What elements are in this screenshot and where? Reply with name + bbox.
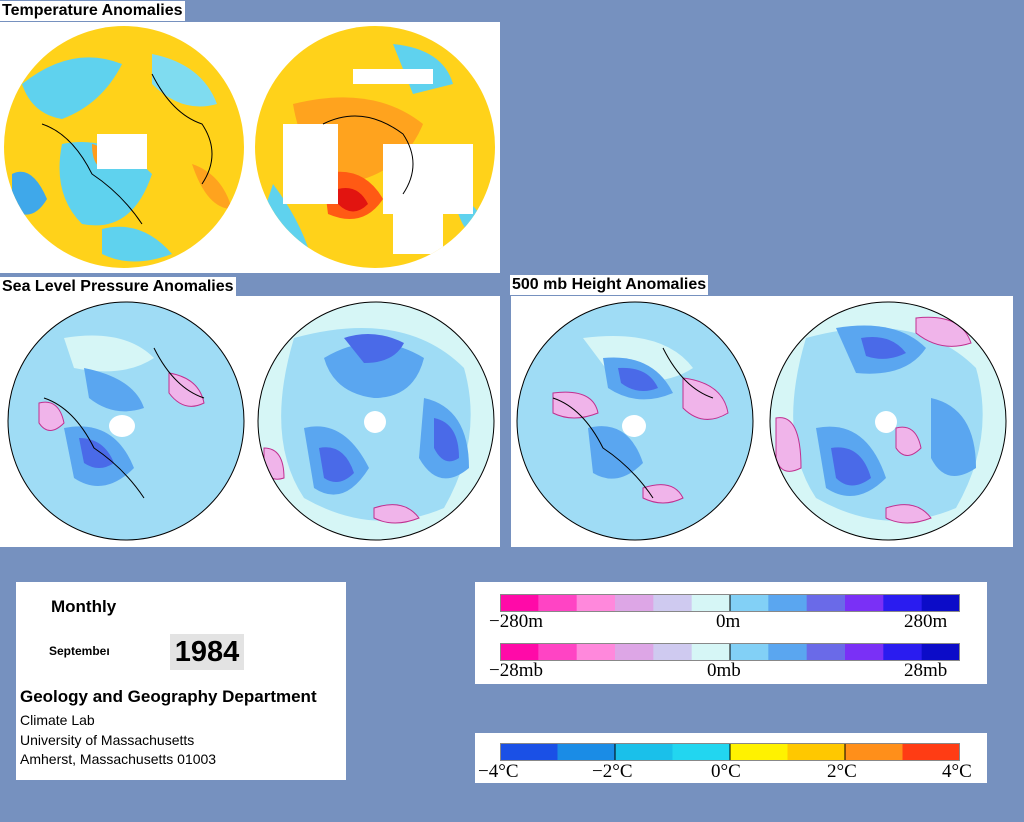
temperature-tick-label: 4°C	[942, 761, 972, 782]
pressure-min-label: −28mb	[489, 660, 543, 681]
height500-section-title: 500 mb Height Anomalies	[510, 275, 709, 295]
temperature-tick-label: 0°C	[711, 761, 741, 782]
lab-label: Climate Lab	[20, 712, 95, 728]
colorbar-swatch	[806, 594, 846, 612]
colorbar-swatch	[500, 743, 558, 761]
height500-panel	[511, 296, 1013, 547]
colorbar-swatch	[787, 743, 846, 761]
colorbar-swatch	[921, 643, 960, 661]
colorbar-swatch	[576, 594, 616, 612]
address-label: Amherst, Massachusetts 01003	[20, 751, 217, 767]
slp-panel	[0, 296, 500, 547]
frequency-label: Monthly	[51, 597, 117, 616]
colorbar-swatch	[730, 643, 769, 661]
height-mid-label: 0m	[716, 611, 741, 632]
slp-section-title: Sea Level Pressure Anomalies	[0, 277, 236, 297]
anomaly-legend: −280m 0m 280m −28mb 0mb 28mb	[475, 582, 987, 684]
pressure-mid-label: 0mb	[707, 660, 741, 681]
info-panel: Monthly Septembeı 1984 Geology and Geogr…	[16, 582, 346, 780]
temperature-tick-label: −4°C	[478, 761, 519, 782]
colorbar-swatch	[538, 594, 578, 612]
colorbar-swatch	[691, 643, 731, 661]
colorbar-swatch	[845, 743, 903, 761]
colorbar-swatch	[615, 743, 673, 761]
colorbar-swatch	[691, 594, 731, 612]
colorbar-swatch	[500, 643, 539, 661]
colorbar-swatch	[806, 643, 846, 661]
colorbar-swatch	[730, 743, 788, 761]
pressure-max-label: 28mb	[904, 660, 948, 681]
colorbar-swatch	[921, 594, 960, 612]
colorbar-swatch	[653, 643, 693, 661]
height500-south-globe	[769, 301, 1007, 541]
colorbar-swatch	[672, 743, 731, 761]
temperature-panel	[0, 22, 500, 273]
colorbar-swatch	[653, 594, 693, 612]
colorbar-swatch	[883, 594, 923, 612]
colorbar-swatch	[730, 594, 769, 612]
height-max-label: 280m	[904, 611, 948, 632]
temperature-north-globe	[4, 26, 244, 268]
month-label: Septembeı	[49, 644, 110, 658]
colorbar-swatch	[845, 643, 884, 661]
colorbar-swatch	[615, 643, 654, 661]
height500-north-globe	[516, 301, 754, 541]
colorbar-swatch	[768, 643, 808, 661]
temperature-section-title: Temperature Anomalies	[0, 1, 185, 21]
temperature-legend: −4°C −2°C 0°C 2°C 4°C	[475, 733, 987, 783]
colorbar-swatch	[615, 594, 654, 612]
university-label: University of Massachusetts	[20, 732, 195, 748]
temperature-colorbar	[500, 743, 960, 761]
year-label: 1984	[170, 634, 244, 670]
colorbar-swatch	[557, 743, 616, 761]
colorbar-swatch	[576, 643, 616, 661]
colorbar-swatch	[538, 643, 578, 661]
temperature-tick-label: 2°C	[827, 761, 857, 782]
temperature-south-globe	[255, 26, 495, 268]
slp-south-globe	[257, 301, 495, 541]
height-colorbar	[500, 594, 960, 612]
temperature-tick-label: −2°C	[592, 761, 633, 782]
colorbar-swatch	[845, 594, 884, 612]
pressure-colorbar	[500, 643, 960, 661]
slp-north-globe	[7, 301, 245, 541]
colorbar-swatch	[902, 743, 960, 761]
colorbar-swatch	[883, 643, 923, 661]
colorbar-swatch	[500, 594, 539, 612]
department-label: Geology and Geography Department	[20, 687, 317, 706]
colorbar-swatch	[768, 594, 808, 612]
height-min-label: −280m	[489, 611, 543, 632]
